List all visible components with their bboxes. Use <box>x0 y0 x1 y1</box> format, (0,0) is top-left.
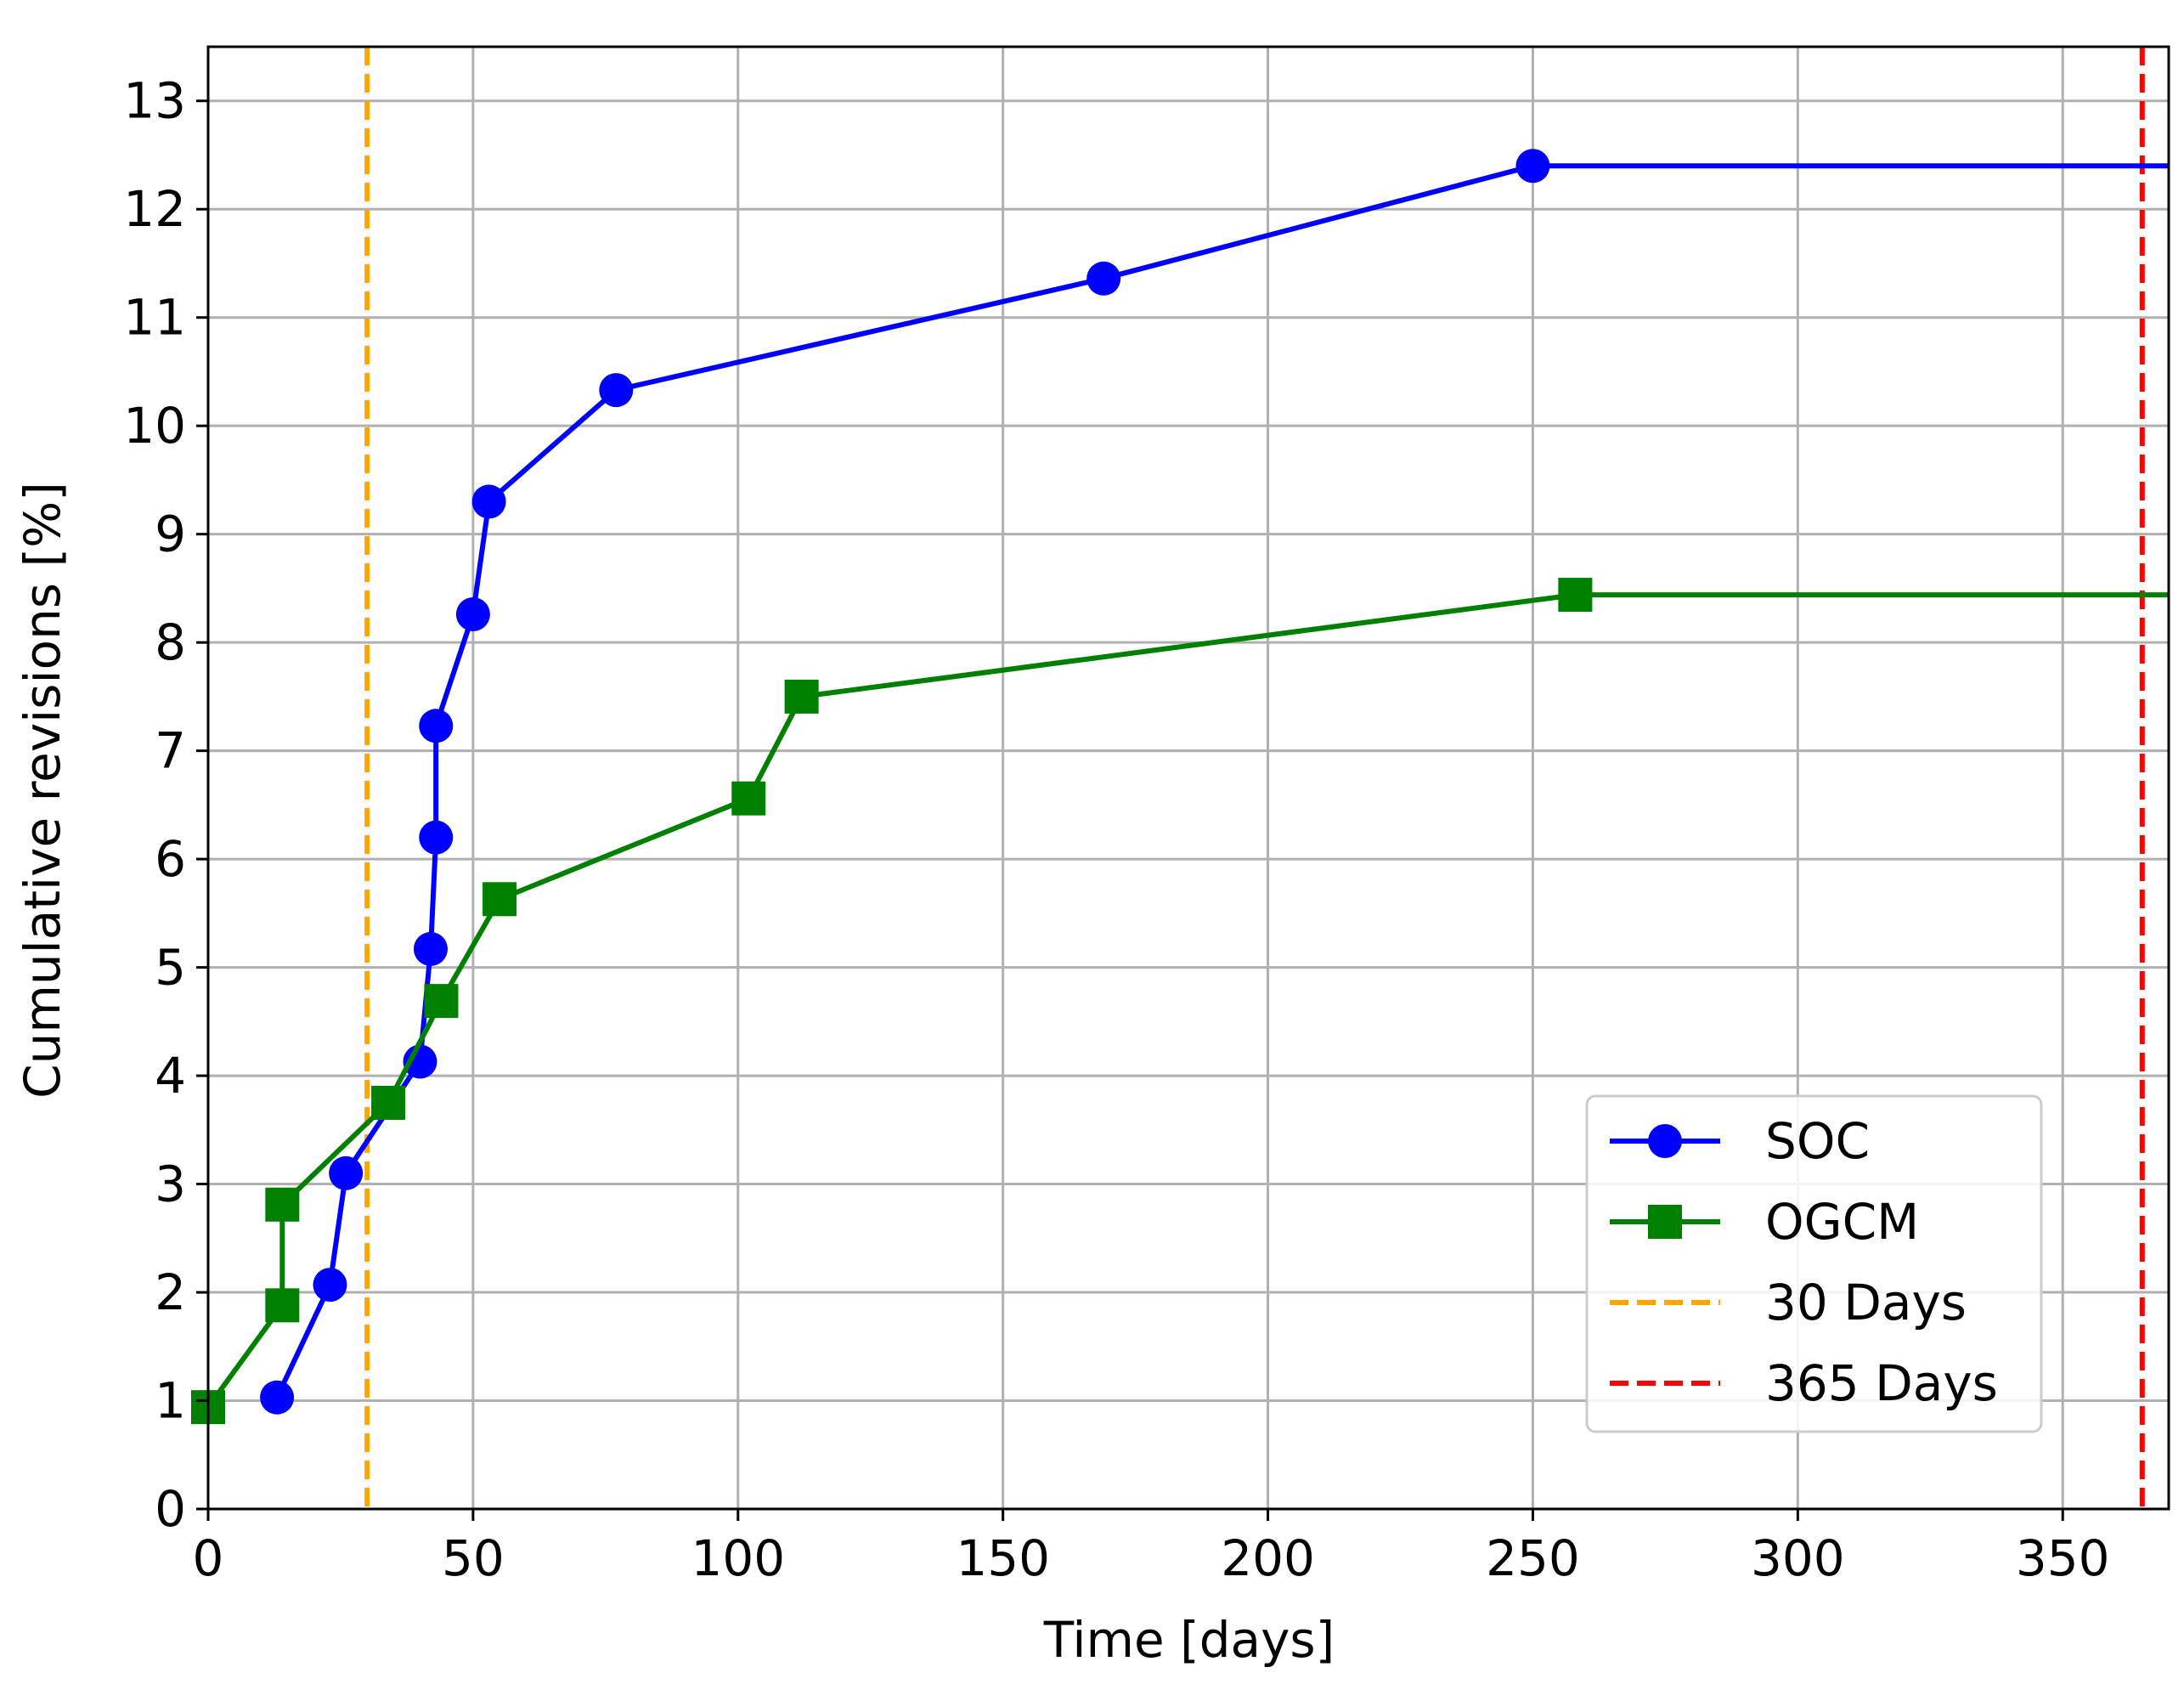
y-tick-label: 10 <box>123 397 186 455</box>
legend-label: SOC <box>1765 1112 1870 1170</box>
legend-items: SOC OGCM 30 Days 365 Days <box>1610 1112 1998 1412</box>
legend-marker <box>1648 1124 1682 1158</box>
ogcm-point <box>731 781 766 816</box>
x-tick-label: 250 <box>1486 1529 1580 1587</box>
ogcm-point <box>784 679 819 714</box>
y-tick-label: 2 <box>155 1263 186 1321</box>
ogcm-point <box>371 1085 406 1120</box>
legend-label: 30 Days <box>1765 1274 1967 1331</box>
series-ogcm <box>191 578 2169 1425</box>
x-axis-ticks: 0 50 100 150 200 250 300 350 <box>193 1509 2110 1587</box>
ogcm-point <box>424 984 459 1019</box>
soc-point <box>1515 149 1550 184</box>
soc-point <box>471 484 506 519</box>
x-tick-label: 150 <box>956 1529 1050 1587</box>
y-tick-label: 4 <box>155 1047 186 1105</box>
series <box>191 149 2169 1425</box>
legend-item-ogcm: OGCM <box>1610 1193 1919 1251</box>
y-tick-label: 9 <box>155 506 186 563</box>
y-tick-label: 0 <box>155 1480 186 1538</box>
legend-item-30-days: 30 Days <box>1610 1274 1967 1331</box>
y-tick-label: 7 <box>155 722 186 780</box>
legend-label: 365 Days <box>1765 1354 1998 1412</box>
x-tick-label: 50 <box>442 1529 505 1587</box>
soc-point <box>419 820 454 855</box>
soc-point <box>329 1156 364 1190</box>
soc-point <box>313 1268 347 1303</box>
soc-point <box>1086 261 1121 296</box>
legend-item-365-days: 365 Days <box>1610 1354 1998 1412</box>
y-tick-label: 6 <box>155 830 186 888</box>
legend: SOC OGCM 30 Days 365 Days <box>1585 1094 2043 1433</box>
legend-item-soc: SOC <box>1610 1112 1870 1170</box>
y-tick-label: 5 <box>155 939 186 997</box>
y-tick-label: 3 <box>155 1156 186 1213</box>
soc-point <box>419 709 454 743</box>
x-tick-label: 300 <box>1751 1529 1845 1587</box>
y-axis-title: Cumulative revisions [%] <box>14 482 71 1099</box>
ogcm-point <box>265 1288 300 1323</box>
y-tick-label: 8 <box>155 613 186 671</box>
x-tick-label: 0 <box>193 1529 224 1587</box>
soc-point <box>413 931 448 966</box>
ogcm-point <box>265 1187 300 1222</box>
x-tick-label: 200 <box>1221 1529 1315 1587</box>
soc-point <box>455 597 490 632</box>
x-axis-title: Time [days] <box>1043 1611 1335 1669</box>
soc-point <box>260 1380 295 1415</box>
plot-frame <box>206 45 2170 1511</box>
ogcm-point <box>483 882 517 917</box>
legend-label: OGCM <box>1765 1193 1919 1251</box>
x-tick-label: 100 <box>691 1529 785 1587</box>
soc-point <box>599 373 634 408</box>
legend-marker <box>1648 1205 1682 1239</box>
y-tick-label: 12 <box>123 180 186 238</box>
ogcm-point <box>1558 578 1593 613</box>
legend-box <box>1585 1094 2043 1433</box>
series-soc <box>260 149 2169 1415</box>
y-tick-label: 11 <box>123 289 186 347</box>
y-tick-label: 13 <box>123 72 186 130</box>
ogcm-line <box>206 592 2169 1409</box>
x-tick-label: 350 <box>2016 1529 2110 1587</box>
y-tick-label: 1 <box>155 1372 186 1430</box>
